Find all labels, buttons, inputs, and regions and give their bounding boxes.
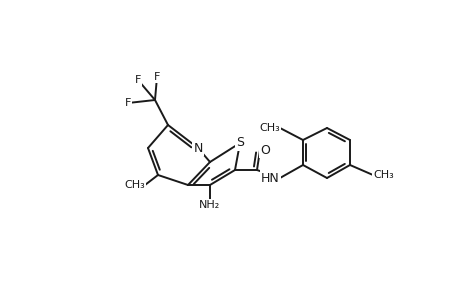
Text: HN: HN	[261, 172, 280, 184]
Text: F: F	[134, 75, 141, 85]
Text: F: F	[124, 98, 131, 108]
Text: CH₃: CH₃	[259, 123, 280, 133]
Text: CH₃: CH₃	[372, 170, 393, 180]
Text: S: S	[235, 136, 243, 149]
Text: F: F	[153, 72, 160, 82]
Text: NH₂: NH₂	[199, 200, 220, 210]
Text: N: N	[193, 142, 202, 154]
Text: O: O	[259, 143, 269, 157]
Text: CH₃: CH₃	[124, 180, 145, 190]
